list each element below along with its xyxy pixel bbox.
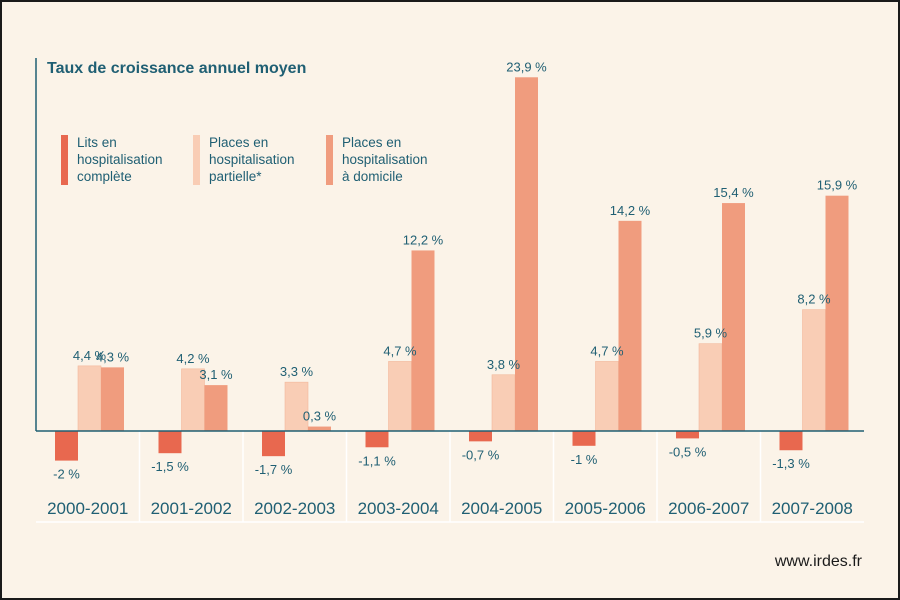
bar-2004-2005-s1 (491, 374, 516, 432)
bar-2000-2001-s1 (77, 365, 102, 432)
bar-2003-2004-s2 (411, 250, 435, 431)
x-tick-label-2000-2001: 2000-2001 (47, 499, 128, 518)
chart-title: Taux de croissance annuel moyen (47, 60, 307, 77)
x-tick-label-2006-2007: 2006-2007 (668, 499, 749, 518)
x-tick-label-2005-2006: 2005-2006 (565, 499, 646, 518)
data-label-2002-2003-s2: 0,3 % (303, 409, 337, 424)
data-label-2005-2006-s1: 4,7 % (590, 343, 624, 358)
bar-2004-2005-s0 (469, 431, 492, 442)
bar-2002-2003-s0 (262, 431, 285, 457)
data-label-2007-2008-s1: 8,2 % (797, 292, 831, 307)
legend-item-partielle: Places en hospitalisation partielle* (193, 134, 334, 185)
bar-2005-2006-s2 (618, 220, 642, 431)
bar-2005-2006-s0 (572, 431, 596, 446)
bar-2006-2007-s0 (676, 431, 699, 439)
legend-swatch-domicile (326, 135, 333, 185)
bar-2006-2007-s1 (698, 343, 723, 432)
data-label-2007-2008-s2: 15,9 % (817, 178, 858, 193)
legend-swatch-complete (61, 135, 68, 185)
x-tick-label-2001-2002: 2001-2002 (151, 499, 232, 518)
data-label-2000-2001-s0: -2 % (53, 467, 80, 482)
source-label: www.irdes.fr (774, 553, 862, 570)
x-tick-label-2002-2003: 2002-2003 (254, 499, 335, 518)
data-label-2004-2005-s1: 3,8 % (487, 357, 521, 372)
bar-2005-2006-s1 (595, 361, 619, 432)
data-label-2006-2007-s1: 5,9 % (694, 326, 728, 341)
data-label-2000-2001-s2: 4,3 % (96, 349, 130, 364)
bar-2001-2002-s0 (158, 431, 182, 454)
bar-2006-2007-s2 (722, 203, 745, 431)
data-label-2001-2002-s1: 4,2 % (176, 351, 210, 366)
bar-2003-2004-s0 (365, 431, 389, 448)
bar-2007-2008-s2 (825, 195, 849, 431)
bar-2007-2008-s1 (802, 309, 826, 432)
data-label-2003-2004-s2: 12,2 % (403, 232, 444, 247)
data-label-2004-2005-s0: -0,7 % (462, 447, 500, 462)
x-tick-label-2004-2005: 2004-2005 (461, 499, 542, 518)
legend-label-complete: Lits en hospitalisation complète (77, 135, 163, 184)
x-tick-label-2007-2008: 2007-2008 (772, 499, 853, 518)
data-label-2002-2003-s0: -1,7 % (255, 462, 293, 477)
bar-2003-2004-s1 (388, 361, 412, 432)
data-label-2005-2006-s2: 14,2 % (610, 203, 651, 218)
legend-item-complete: Lits en hospitalisation complète (61, 134, 202, 185)
data-label-2002-2003-s1: 3,3 % (280, 364, 314, 379)
data-label-2000-2001-s1: 4,4 % (73, 348, 107, 363)
bar-2001-2002-s2 (204, 385, 228, 431)
data-label-2003-2004-s1: 4,7 % (383, 343, 417, 358)
data-label-2007-2008-s0: -1,3 % (772, 456, 810, 471)
legend-item-domicile: Places en hospitalisation à domicile (326, 134, 467, 185)
legend-swatch-partielle (193, 135, 200, 185)
bar-2002-2003-s1 (284, 381, 309, 432)
x-tick-label-2003-2004: 2003-2004 (358, 499, 439, 518)
data-label-2006-2007-s0: -0,5 % (669, 444, 707, 459)
data-label-2005-2006-s0: -1 % (571, 452, 598, 467)
bar-2007-2008-s0 (779, 431, 803, 451)
bar-2000-2001-s2 (101, 367, 124, 431)
bar-2000-2001-s0 (55, 431, 78, 461)
bar-2004-2005-s2 (515, 77, 538, 431)
legend-label-domicile: Places en hospitalisation à domicile (342, 135, 428, 184)
data-label-2006-2007-s2: 15,4 % (713, 185, 754, 200)
legend-label-partielle: Places en hospitalisation partielle* (209, 135, 295, 184)
data-label-2001-2002-s2: 3,1 % (199, 367, 233, 382)
data-label-2004-2005-s2: 23,9 % (506, 59, 547, 74)
data-label-2001-2002-s0: -1,5 % (151, 459, 189, 474)
bar-2002-2003-s2 (308, 426, 331, 431)
data-label-2003-2004-s0: -1,1 % (358, 453, 396, 468)
